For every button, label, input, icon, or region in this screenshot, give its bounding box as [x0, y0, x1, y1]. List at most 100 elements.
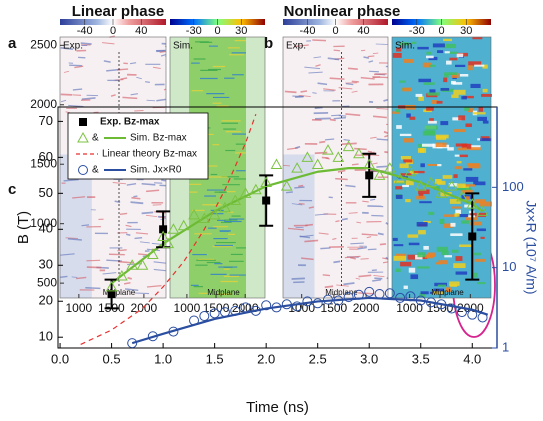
texture-blob [467, 65, 473, 71]
marker-circle [415, 295, 426, 306]
colorbar-tick-label: -40 [77, 25, 93, 37]
texture-stroke [362, 200, 369, 203]
texture-blob [459, 154, 468, 158]
texture-blob [399, 133, 412, 137]
texture-blob [438, 260, 448, 265]
texture-stroke [329, 118, 336, 122]
texture-stroke [133, 195, 138, 198]
texture-stroke [63, 70, 69, 73]
texture-blob [437, 164, 442, 167]
texture-stroke [60, 253, 75, 256]
texture-blob [434, 282, 448, 287]
marker-triangle [476, 205, 489, 216]
marker-circle [436, 299, 447, 310]
marker-triangle [198, 212, 211, 224]
marker-circle [199, 311, 210, 322]
marker-triangle [425, 176, 437, 188]
fit-line [110, 167, 484, 285]
marker-circle [240, 302, 251, 313]
marker-triangle [188, 208, 200, 220]
x-tick-label: 1000 [66, 301, 93, 315]
texture-blob [478, 107, 483, 112]
texture-stroke [68, 104, 84, 108]
texture-stroke [335, 177, 348, 181]
texture-blob [456, 183, 466, 189]
y2-tick-label: 1 [502, 339, 509, 354]
texture-blob [424, 125, 438, 130]
texture-stroke [385, 222, 389, 225]
texture-blob [423, 245, 429, 250]
marker-circle [477, 312, 488, 323]
texture-stroke [60, 99, 67, 103]
texture-blob [468, 61, 482, 66]
texture-stroke [153, 268, 167, 272]
texture-stroke [112, 181, 127, 185]
texture-blob [443, 214, 456, 217]
texture-blob [455, 143, 468, 147]
marker-square [159, 225, 168, 234]
texture-stroke [130, 93, 138, 96]
texture-blob [443, 77, 448, 83]
panel-label: b [264, 35, 273, 52]
texture-stroke [161, 179, 167, 182]
texture-blob [444, 51, 450, 54]
panel-title: Nonlinear phase [284, 3, 401, 20]
texture-blob [395, 109, 401, 113]
texture-stroke [367, 55, 375, 58]
texture-stroke [358, 292, 375, 295]
texture-blob [481, 93, 492, 97]
texture-blob [444, 73, 449, 78]
texture-stroke [370, 136, 377, 139]
marker-circle [312, 298, 323, 309]
texture-stroke [349, 256, 356, 260]
texture-blob [463, 168, 473, 171]
texture-stroke [319, 140, 326, 144]
texture-stroke [294, 44, 309, 48]
texture-stroke [324, 285, 334, 289]
texture-stroke [291, 277, 305, 280]
texture-blob [446, 60, 452, 65]
texture-stroke [341, 217, 348, 221]
texture-blob [398, 80, 406, 83]
legend-label: Sim. Jx×R0 [130, 165, 182, 176]
texture-blob [407, 234, 419, 238]
texture-stroke [298, 184, 304, 188]
texture-blob [393, 255, 407, 261]
texture-stroke [323, 88, 336, 91]
texture-stroke [136, 76, 142, 80]
texture-blob [455, 64, 466, 68]
y2-tick-label: 100 [502, 179, 524, 194]
texture-blob [482, 88, 488, 93]
texture-blob [399, 42, 409, 46]
x-tick-label: 0.5 [103, 351, 121, 366]
texture-stroke [313, 56, 322, 59]
texture-blob [479, 201, 492, 207]
fit-line [131, 296, 489, 345]
texture-blob [451, 73, 459, 78]
texture-stroke [337, 169, 346, 173]
texture-blob [428, 211, 435, 216]
texture-stroke [322, 274, 331, 277]
texture-stroke [382, 261, 389, 264]
colorbar-tick-label: 0 [214, 25, 220, 37]
marker-triangle [363, 158, 376, 170]
image-frame [282, 36, 389, 299]
texture-blob [461, 143, 472, 149]
texture-blob [450, 222, 456, 227]
texture-blob [444, 43, 457, 49]
texture-stroke [383, 130, 389, 135]
texture-blob [460, 189, 473, 194]
y2-axis-label: Jx×R (10⁷ A/m) [523, 200, 539, 294]
texture-stroke [122, 96, 138, 100]
marker-triangle [445, 180, 458, 191]
texture-blob [428, 56, 438, 61]
marker-circle [343, 292, 354, 303]
texture-stroke [110, 94, 116, 97]
texture-blob [424, 130, 435, 135]
texture-blob [482, 64, 488, 69]
texture-blob [416, 222, 428, 227]
texture-blob [433, 186, 440, 190]
texture-stroke [305, 223, 314, 227]
texture-stroke [146, 214, 158, 218]
texture-blob [480, 138, 492, 142]
